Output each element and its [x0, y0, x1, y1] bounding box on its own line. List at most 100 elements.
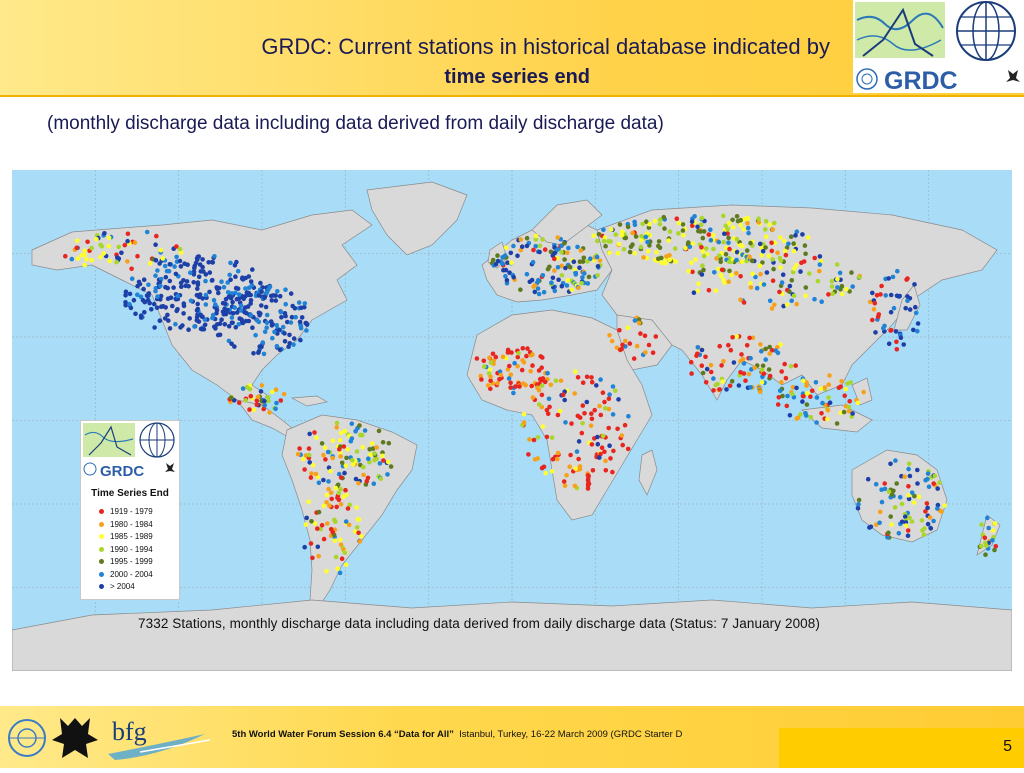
station-marker [343, 463, 349, 469]
station-marker [247, 386, 253, 392]
station-marker [781, 238, 787, 244]
station-marker [135, 292, 140, 297]
station-marker [798, 412, 803, 417]
station-marker [354, 525, 360, 530]
station-marker [259, 303, 264, 308]
station-marker [695, 288, 700, 294]
station-marker [883, 293, 888, 298]
station-marker [315, 544, 321, 550]
station-marker [474, 356, 480, 361]
station-marker [939, 509, 944, 514]
station-marker [116, 244, 121, 250]
station-marker [283, 301, 289, 307]
station-marker [794, 229, 800, 234]
station-marker [288, 291, 294, 296]
station-marker [526, 452, 531, 457]
station-marker [324, 568, 329, 574]
station-marker [598, 412, 604, 418]
legend-label: 1980 - 1984 [110, 519, 153, 529]
station-marker [264, 312, 270, 318]
station-marker [986, 525, 991, 531]
station-marker [347, 502, 353, 508]
station-marker [270, 321, 275, 327]
station-marker [552, 256, 557, 262]
station-marker [232, 263, 238, 268]
station-marker [758, 389, 763, 394]
station-marker [718, 259, 723, 265]
station-marker [745, 221, 750, 226]
station-marker [803, 251, 808, 257]
station-marker [752, 365, 757, 371]
station-marker [576, 456, 581, 462]
station-marker [767, 351, 772, 356]
station-marker [589, 416, 595, 422]
station-marker [344, 455, 349, 461]
station-marker [165, 296, 171, 301]
station-marker [893, 329, 899, 334]
station-marker [642, 333, 648, 339]
station-marker [237, 316, 242, 321]
station-marker [741, 300, 747, 305]
station-marker [196, 274, 202, 280]
station-marker [856, 501, 861, 507]
station-marker [590, 468, 596, 473]
station-marker [536, 291, 542, 297]
station-marker [716, 239, 722, 245]
station-marker [544, 434, 550, 440]
station-marker [783, 375, 789, 381]
station-marker [115, 255, 120, 260]
station-marker [842, 393, 847, 398]
station-marker [338, 537, 343, 543]
station-marker [306, 446, 312, 451]
station-marker [519, 244, 525, 249]
station-marker [195, 254, 201, 260]
station-marker [925, 505, 930, 511]
station-marker [603, 406, 608, 411]
station-marker [680, 222, 686, 227]
station-marker [341, 444, 347, 449]
station-marker [699, 222, 704, 228]
station-marker [743, 378, 748, 383]
station-marker [580, 275, 585, 280]
station-marker [234, 296, 240, 302]
station-marker [569, 421, 574, 426]
station-marker [69, 256, 75, 262]
station-marker [164, 268, 170, 274]
legend-dot [99, 571, 104, 577]
station-marker [794, 385, 799, 391]
station-marker [767, 298, 773, 304]
station-marker [328, 490, 334, 496]
station-marker [297, 319, 303, 325]
station-marker [238, 303, 244, 309]
station-marker [766, 367, 772, 372]
station-marker [746, 230, 751, 236]
station-marker [79, 253, 84, 258]
station-marker [158, 247, 164, 253]
station-marker [891, 488, 896, 494]
station-marker [767, 373, 773, 379]
station-marker [573, 466, 578, 471]
station-marker [385, 472, 390, 477]
legend-label: 1919 - 1979 [110, 507, 153, 516]
station-marker [609, 338, 615, 344]
station-marker [740, 356, 746, 362]
station-marker [767, 222, 772, 227]
station-marker [509, 350, 514, 355]
station-marker [212, 254, 217, 259]
station-marker [325, 449, 331, 455]
station-marker [302, 301, 308, 306]
station-marker [750, 271, 755, 277]
station-marker [254, 402, 260, 407]
station-marker [819, 299, 824, 304]
station-marker [621, 247, 627, 252]
station-marker [228, 294, 233, 300]
station-marker [336, 471, 342, 477]
station-marker [209, 259, 215, 265]
station-marker [687, 244, 693, 249]
station-marker [214, 307, 220, 313]
station-marker [805, 235, 811, 240]
station-marker [576, 285, 581, 291]
station-marker [729, 272, 734, 278]
station-marker [555, 235, 560, 240]
station-marker [487, 355, 492, 361]
